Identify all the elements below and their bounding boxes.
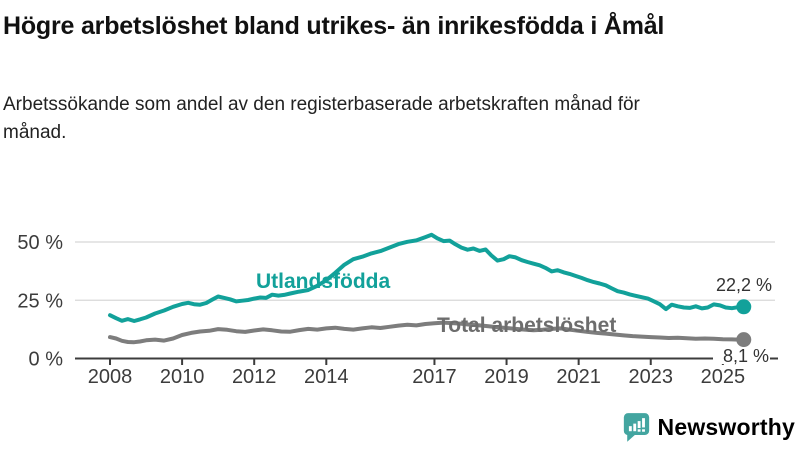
x-axis-tick-label: 2021 xyxy=(556,366,601,388)
series-end-dot xyxy=(736,299,752,315)
series-end-dot xyxy=(736,332,752,348)
label-backdrop xyxy=(713,347,770,364)
series-label-utlandsfodda: Utlandsfödda xyxy=(256,270,390,293)
end-value-label-total: 8,1 % xyxy=(723,346,769,366)
x-axis-tick-label: 2012 xyxy=(232,366,277,388)
y-axis-tick-label: 25 % xyxy=(17,290,63,312)
newsworthy-logo-icon xyxy=(623,413,649,442)
x-axis-tick-label: 2017 xyxy=(412,366,457,388)
chart-header: Högre arbetslöshet bland utrikes- än inr… xyxy=(0,0,800,147)
end-value-label-utlandsfodda: 22,2 % xyxy=(716,275,772,295)
x-axis-tick-label: 2008 xyxy=(88,366,133,388)
bar-chart-glyph xyxy=(628,418,645,432)
speech-bubble-shape xyxy=(623,413,649,442)
x-axis-tick-label: 2019 xyxy=(484,366,529,388)
x-axis-tick-label: 2014 xyxy=(304,366,349,388)
brand-footer: Newsworthy xyxy=(623,412,795,442)
chart-subtitle: Arbetssökande som andel av den registerb… xyxy=(3,94,640,143)
y-axis-tick-label: 50 % xyxy=(17,232,63,254)
x-axis-tick-label: 2023 xyxy=(629,366,674,388)
x-axis-tick-label: 2025 xyxy=(701,366,746,388)
brand-wordmark: Newsworthy xyxy=(657,413,795,440)
x-axis-tick-label: 2010 xyxy=(160,366,205,388)
y-axis-tick-label: 0 % xyxy=(29,349,64,371)
page-title: Högre arbetslöshet bland utrikes- än inr… xyxy=(3,12,665,40)
series-label-total: Total arbetslöshet xyxy=(437,314,616,337)
series-line-utlandsfodda xyxy=(108,232,746,323)
series-line-total xyxy=(108,320,746,345)
